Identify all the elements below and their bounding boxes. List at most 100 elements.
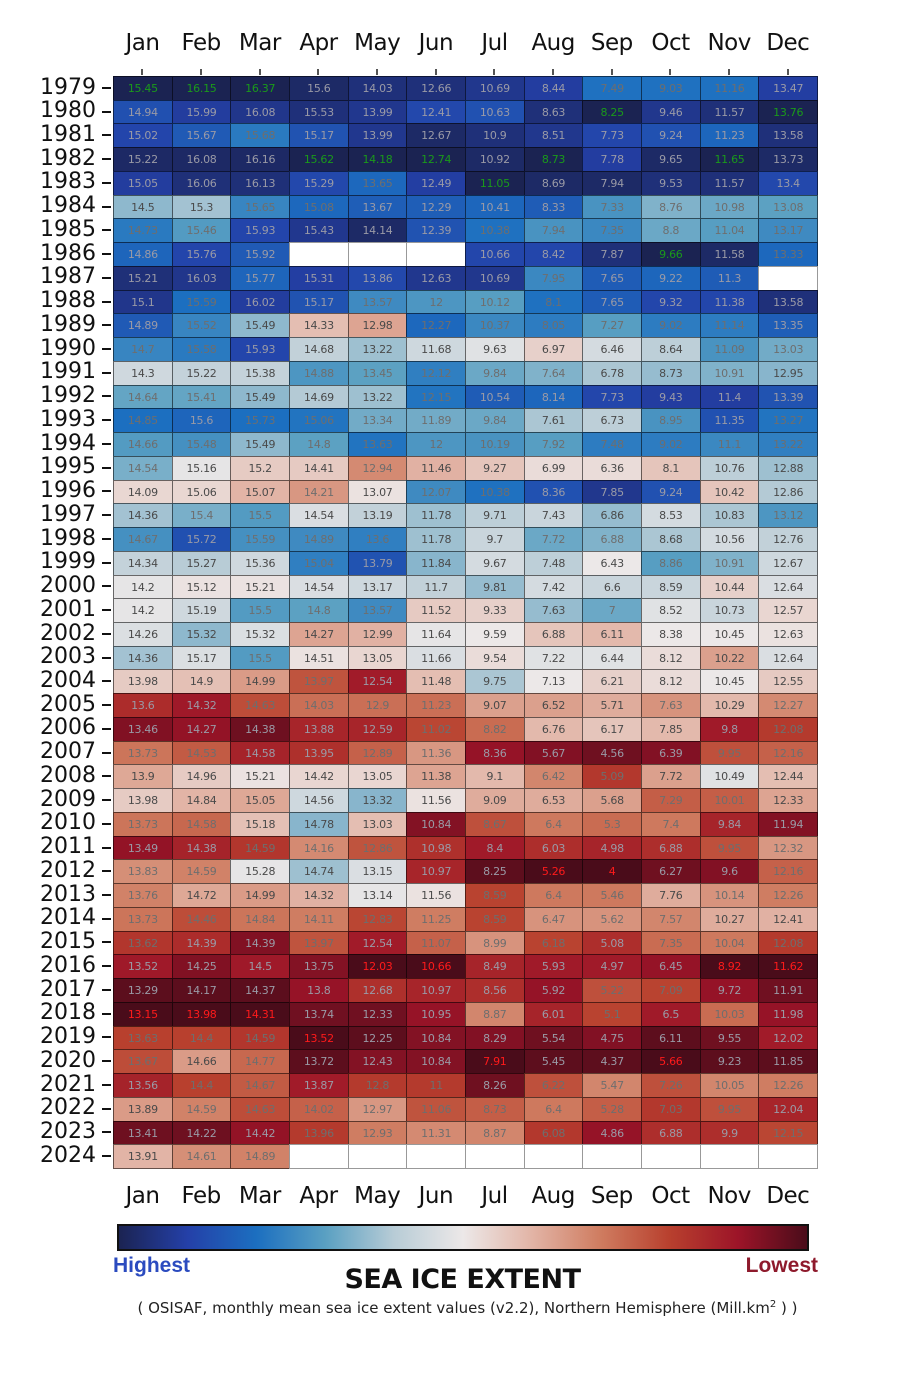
heatmap-cell-1996-aug: 8.36 <box>523 479 584 505</box>
heatmap-cell-1991-mar: 15.38 <box>230 360 290 386</box>
heatmap-cell-1995-jun: 11.46 <box>406 455 466 481</box>
heatmap-cell-2003-apr: 14.51 <box>289 645 349 671</box>
heatmap-cell-1993-mar: 15.73 <box>230 408 290 434</box>
heatmap-cell-2005-jul: 9.07 <box>465 693 525 718</box>
heatmap-cell-2005-dec: 12.27 <box>758 693 818 718</box>
year-label-2020: 2020 <box>40 1047 96 1073</box>
heatmap-cell-2020-jul: 7.91 <box>465 1049 525 1075</box>
heatmap-cell-1999-jun: 11.84 <box>406 550 466 576</box>
heatmap-cell-2014-aug: 6.47 <box>523 906 584 932</box>
heatmap-cell-1987-nov: 11.3 <box>699 265 760 291</box>
heatmap-cell-2023-aug: 6.08 <box>523 1120 584 1146</box>
heatmap-cell-1988-mar: 16.02 <box>230 289 290 315</box>
heatmap-cell-2002-nov: 10.45 <box>699 622 760 647</box>
heatmap-cell-2007-aug: 5.67 <box>523 740 584 766</box>
heatmap-cell-1985-feb: 15.46 <box>171 218 232 244</box>
heatmap-cell-2012-apr: 14.74 <box>289 859 349 885</box>
y-tick <box>102 205 111 208</box>
year-label-2000: 2000 <box>40 573 96 599</box>
heatmap-cell-2005-sep: 5.71 <box>582 693 642 718</box>
heatmap-cell-2022-jun: 11.06 <box>406 1096 466 1122</box>
heatmap-cell-2020-jun: 10.84 <box>406 1049 466 1075</box>
heatmap-cell-2007-jan: 13.73 <box>113 740 173 766</box>
heatmap-cell-2006-aug: 6.76 <box>523 716 584 742</box>
heatmap-cell-2000-nov: 10.44 <box>699 574 760 600</box>
y-tick <box>102 395 111 398</box>
heatmap-cell-2020-nov: 9.23 <box>699 1049 760 1075</box>
heatmap-cell-2017-may: 12.68 <box>347 978 408 1003</box>
heatmap-cell-2009-jan: 13.98 <box>113 788 173 813</box>
heatmap-cell-1990-sep: 6.46 <box>582 337 642 362</box>
y-tick <box>102 799 111 802</box>
heatmap-cell-2024-feb: 14.61 <box>171 1144 232 1169</box>
year-label-2005: 2005 <box>40 691 96 717</box>
heatmap-cell-1997-sep: 6.86 <box>582 503 642 529</box>
heatmap-cell-2007-jul: 8.36 <box>465 740 525 766</box>
heatmap-cell-2023-nov: 9.9 <box>699 1120 760 1146</box>
heatmap-cell-1996-dec: 12.86 <box>758 479 818 505</box>
heatmap-cell-1992-jul: 10.54 <box>465 384 525 410</box>
heatmap-cell-1979-oct: 9.03 <box>641 76 701 101</box>
heatmap-cell-1995-apr: 14.41 <box>289 455 349 481</box>
heatmap-cell-1989-nov: 11.14 <box>699 313 760 339</box>
heatmap-cell-1995-mar: 15.2 <box>230 455 290 481</box>
heatmap-cell-2003-aug: 7.22 <box>523 645 584 671</box>
heatmap-cell-2008-jul: 9.1 <box>465 764 525 790</box>
heatmap-cell-2014-dec: 12.41 <box>758 906 818 932</box>
heatmap-cell-1999-may: 13.79 <box>347 550 408 576</box>
heatmap-cell-2009-mar: 15.05 <box>230 788 290 813</box>
heatmap-cell-1980-mar: 16.08 <box>230 99 290 125</box>
heatmap-cell-1984-aug: 8.33 <box>523 194 584 220</box>
heatmap-cell-2003-jan: 14.36 <box>113 645 173 671</box>
heatmap-cell-2011-mar: 14.59 <box>230 835 290 861</box>
heatmap-cell-1980-may: 13.99 <box>347 99 408 125</box>
heatmap-cell-1996-may: 13.07 <box>347 479 408 505</box>
x-tick <box>610 69 613 75</box>
heatmap-cell-2022-aug: 6.4 <box>523 1096 584 1122</box>
heatmap-cell-1989-mar: 15.49 <box>230 313 290 339</box>
heatmap-cell-2018-feb: 13.98 <box>171 1001 232 1027</box>
heatmap-cell-2002-feb: 15.32 <box>171 622 232 647</box>
heatmap-cell-2023-jan: 13.41 <box>113 1120 173 1146</box>
heatmap-cell-1983-mar: 16.13 <box>230 170 290 196</box>
heatmap-cell-2016-aug: 5.93 <box>523 954 584 980</box>
heatmap-cell-2003-oct: 8.12 <box>641 645 701 671</box>
heatmap-cell-2018-may: 12.33 <box>347 1001 408 1027</box>
heatmap-cell-1981-dec: 13.58 <box>758 123 818 149</box>
heatmap-cell-1983-nov: 11.57 <box>699 170 760 196</box>
heatmap-cell-2000-sep: 6.6 <box>582 574 642 600</box>
heatmap-cell-1996-jul: 10.38 <box>465 479 525 505</box>
heatmap-cell-2006-jun: 11.02 <box>406 716 466 742</box>
heatmap-cell-1984-mar: 15.65 <box>230 194 290 220</box>
heatmap-cell-1983-apr: 15.29 <box>289 170 349 196</box>
heatmap-cell-2015-dec: 12.08 <box>758 930 818 956</box>
heatmap-cell-1980-sep: 8.25 <box>582 99 642 125</box>
heatmap-cell-1991-nov: 10.91 <box>699 360 760 386</box>
heatmap-cell-2008-sep: 5.09 <box>582 764 642 790</box>
heatmap-cell-1989-feb: 15.52 <box>171 313 232 339</box>
heatmap-cell-1999-feb: 15.27 <box>171 550 232 576</box>
heatmap-cell-2015-jul: 8.99 <box>465 930 525 956</box>
heatmap-cell-1986-aug: 8.42 <box>523 242 584 267</box>
heatmap-cell-2020-dec: 11.85 <box>758 1049 818 1075</box>
heatmap-cell-2001-dec: 12.57 <box>758 598 818 623</box>
heatmap-cell-2001-jun: 11.52 <box>406 598 466 623</box>
y-tick <box>102 229 111 232</box>
heatmap-cell-1982-mar: 16.16 <box>230 147 290 172</box>
year-label-1994: 1994 <box>40 430 96 456</box>
heatmap-cell-1998-jun: 11.78 <box>406 527 466 552</box>
heatmap-cell-1981-jan: 15.02 <box>113 123 173 149</box>
heatmap-cell-1992-feb: 15.41 <box>171 384 232 410</box>
heatmap-cell-2016-sep: 4.97 <box>582 954 642 980</box>
heatmap-cell-2013-oct: 7.76 <box>641 883 701 908</box>
heatmap-cell-2004-oct: 8.12 <box>641 669 701 695</box>
heatmap-cell-2014-jul: 8.59 <box>465 906 525 932</box>
heatmap-cell-2021-nov: 10.05 <box>699 1073 760 1098</box>
heatmap-cell-1990-feb: 15.58 <box>171 337 232 362</box>
bottom-month-label-oct: Oct <box>651 1183 690 1209</box>
heatmap-cell-2012-oct: 6.27 <box>641 859 701 885</box>
heatmap-cell-1979-aug: 8.44 <box>523 76 584 101</box>
year-label-1986: 1986 <box>40 240 96 266</box>
heatmap-cell-2000-aug: 7.42 <box>523 574 584 600</box>
x-tick <box>141 69 144 75</box>
